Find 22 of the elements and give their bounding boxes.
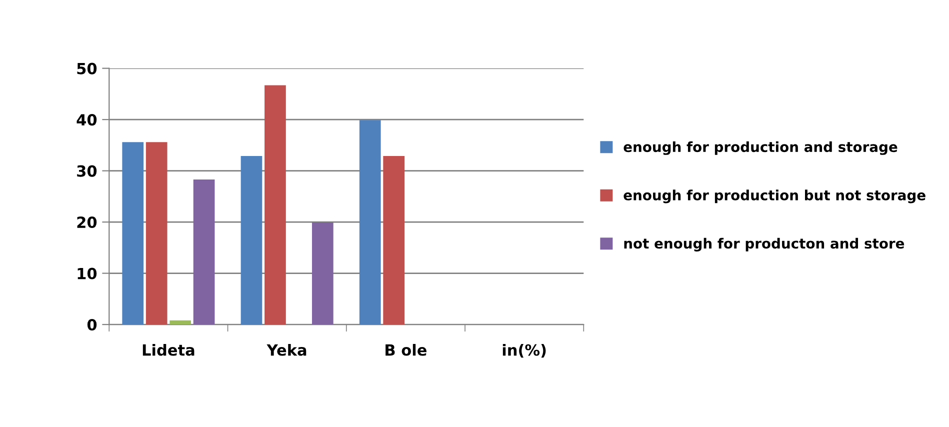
y-tick-label: 0	[87, 318, 97, 331]
bar	[264, 85, 286, 325]
bar	[359, 120, 381, 325]
x-tick-label: Yeka	[266, 344, 306, 356]
y-tick-label: 40	[76, 114, 97, 126]
bar	[146, 142, 168, 325]
y-tick-label: 10	[78, 268, 97, 280]
bar	[170, 320, 191, 325]
bar	[383, 156, 405, 325]
bar	[193, 180, 215, 325]
y-tick-label: 50	[77, 62, 97, 74]
x-tick-label: Lideta	[142, 344, 194, 356]
y-tick-label: 30	[77, 165, 97, 177]
bar	[240, 156, 262, 325]
legend-label: enough for production and storage	[624, 141, 898, 155]
bar	[312, 222, 334, 325]
y-tick-label: 20	[77, 216, 97, 228]
x-tick-label: B ole	[386, 344, 426, 356]
bar	[122, 142, 144, 325]
legend-label: enough for production but not storage	[624, 190, 926, 204]
x-tick-label: in(%)	[502, 344, 546, 358]
legend-label: not enough for producton and store	[624, 238, 904, 252]
